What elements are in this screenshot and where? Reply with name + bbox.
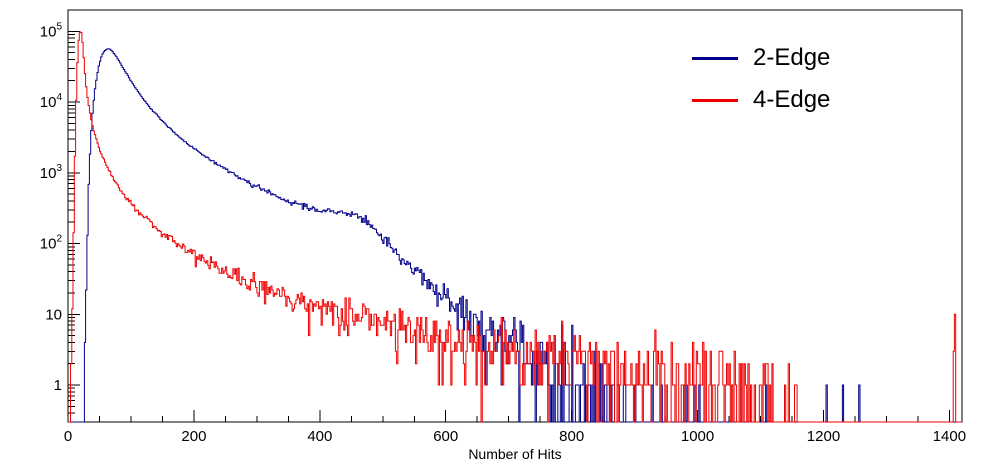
plot-frame [67,9,963,423]
x-tick-label: 0 [64,428,72,445]
legend-swatch-2edge [692,56,738,60]
x-tick-label: 1400 [933,428,966,445]
x-tick-label: 200 [181,428,206,445]
y-tick-label: 105 [40,21,63,40]
axes: 0 200 400 600 800 1000 1200 1400 1 10 102 103 104 105 [40,9,966,445]
x-axis-title: Number of Hits [468,446,561,462]
series-4edge-line [68,31,962,423]
legend-item-4edge: 4-Edge [692,88,830,112]
x-tick-label: 800 [559,428,584,445]
y-tick-label: 102 [40,234,63,253]
x-tick-label: 600 [433,428,458,445]
legend-label-4edge: 4-Edge [753,86,831,113]
legend-swatch-4edge [692,98,738,102]
x-tick-label: 400 [307,428,332,445]
y-tick-label: 104 [40,92,63,111]
legend-label-2edge: 2-Edge [753,44,831,71]
y-tick-label: 1 [54,377,62,394]
legend-item-2edge: 2-Edge [692,46,830,70]
legend: 2-Edge 4-Edge [692,46,830,112]
x-tick-label: 1200 [807,428,840,445]
y-tick-label: 103 [40,163,63,182]
x-tick-label: 1000 [681,428,714,445]
y-tick-label: 10 [45,306,62,323]
